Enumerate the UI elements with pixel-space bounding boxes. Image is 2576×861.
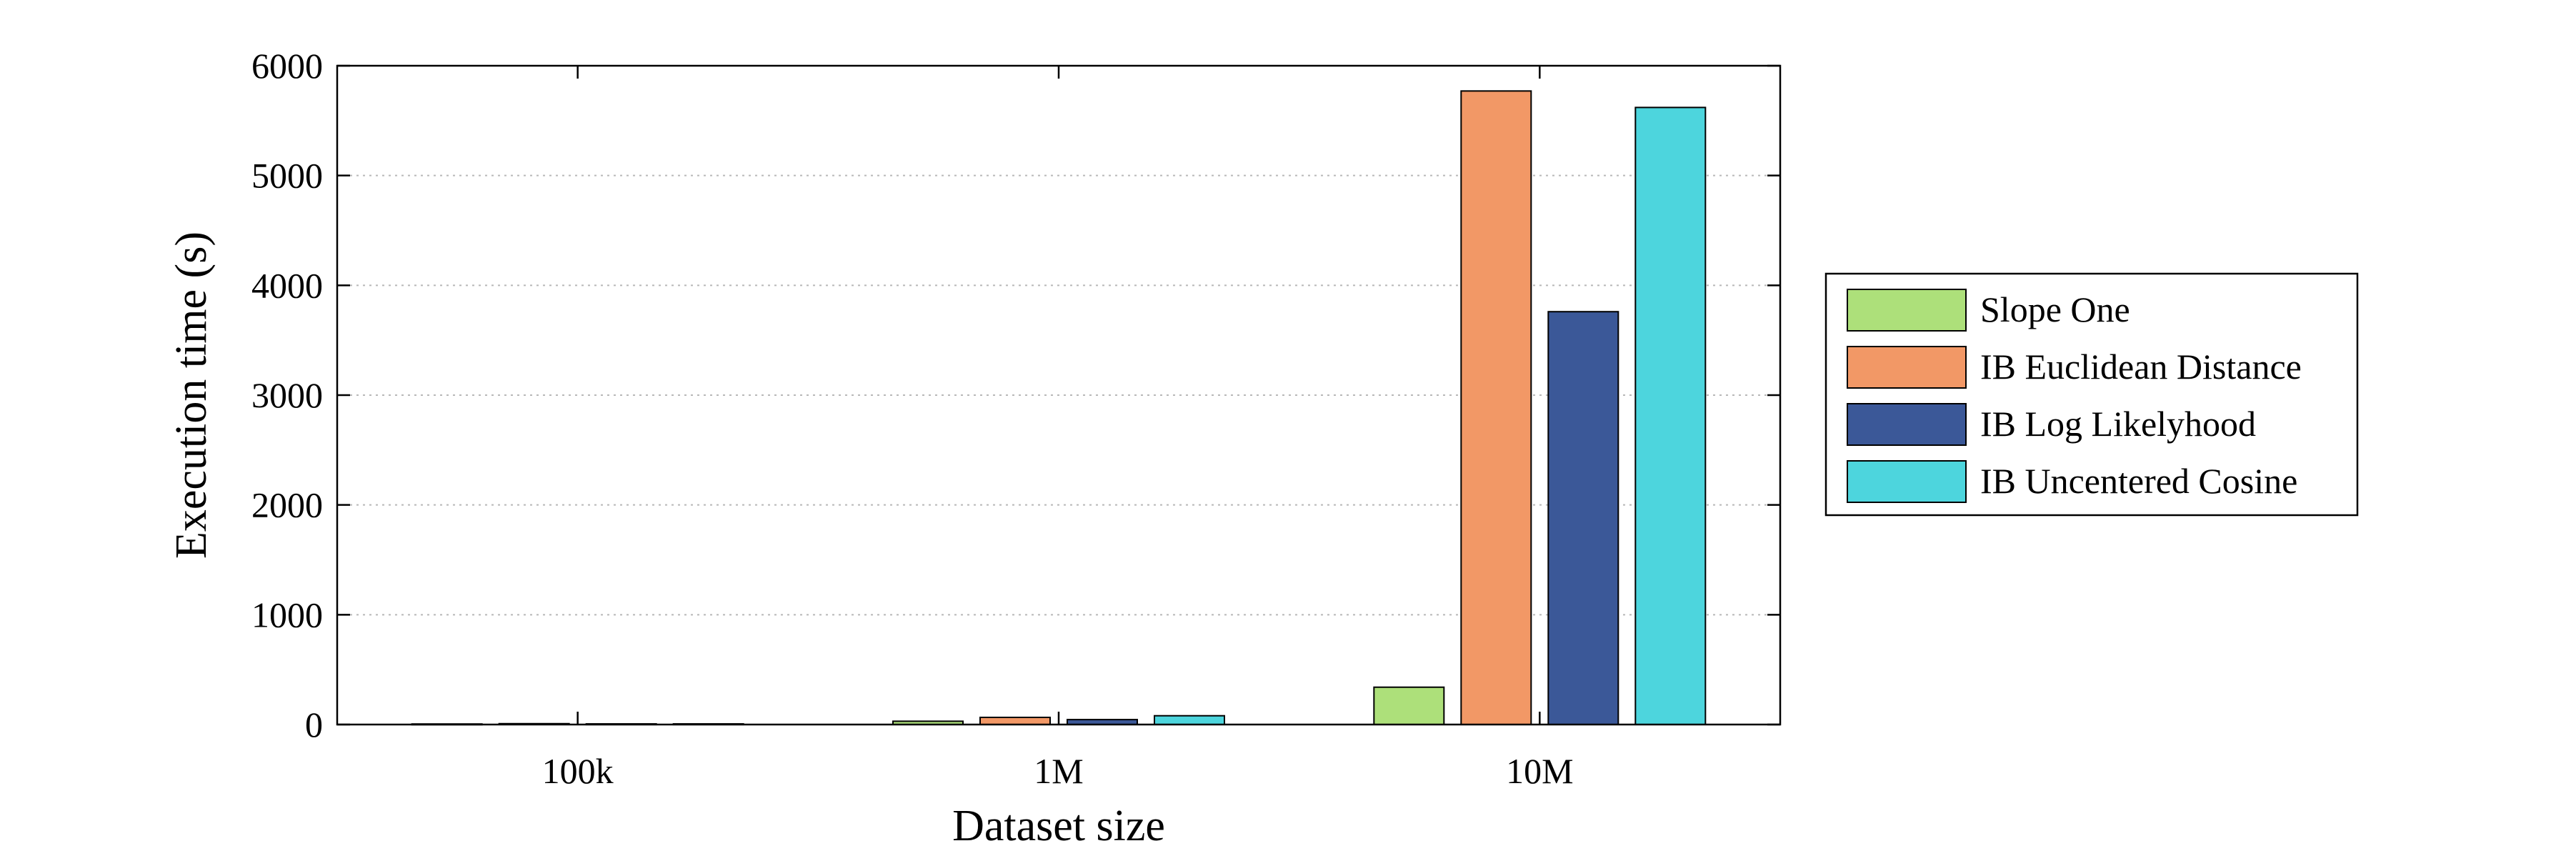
grid-lines [337,174,1780,616]
bar-10M-series-1 [1460,90,1532,726]
bars [411,90,1707,726]
bar-10M-series-0 [1373,686,1445,726]
y-tick-label-0: 0 [305,705,323,745]
bar-1M-series-3 [1154,715,1225,725]
legend-label-2: IB Log Likelyhood [1980,404,2256,444]
legend-label-1: IB Euclidean Distance [1980,347,2302,387]
legend-swatch-1 [1847,346,1967,389]
x-tick-label-0: 100k [542,751,614,791]
y-tick-label-1: 1000 [251,594,323,634]
y-tick-label-6: 6000 [251,46,323,86]
legend-swatch-0 [1847,289,1967,332]
legend-label-3: IB Uncentered Cosine [1980,461,2297,501]
bar-1M-series-1 [979,717,1051,725]
x-axis-title: Dataset size [952,802,1165,850]
legend: Slope One IB Euclidean Distance IB Log Lik… [1824,272,2359,517]
y-tick-label-2: 2000 [251,485,323,525]
legend-swatch-3 [1847,460,1967,503]
bar-10M-series-2 [1547,311,1619,726]
x-tick-label-1: 1M [1034,751,1083,791]
y-tick-label-5: 5000 [251,156,323,196]
legend-label-0: Slope One [1980,289,2130,329]
x-tick-label-2: 10M [1506,751,1573,791]
bar-10M-series-3 [1634,106,1707,726]
axes [336,64,1782,726]
y-tick-label-3: 3000 [251,375,323,415]
y-axis-title: Execution time (s) [167,232,216,559]
legend-swatch-2 [1847,403,1967,446]
tick-labels: 0 1000 2000 3000 4000 5000 6000 100k 1M 10M [251,46,1574,791]
y-tick-label-4: 4000 [251,265,323,305]
